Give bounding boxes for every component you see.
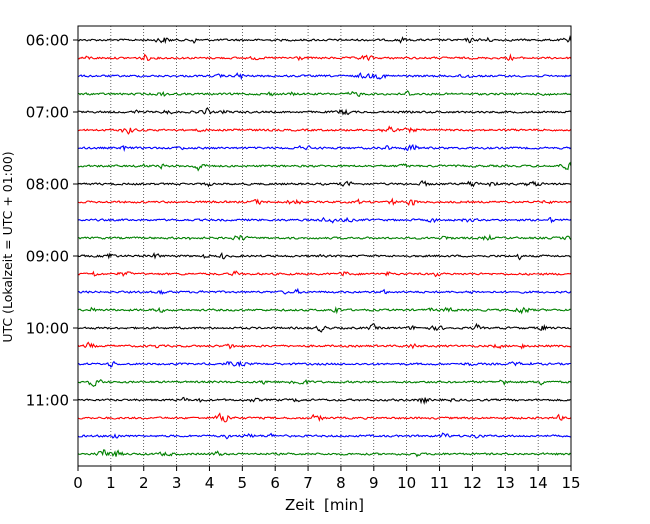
seismic-trace <box>77 305 572 315</box>
seismic-trace <box>77 287 572 296</box>
seismic-trace <box>77 378 572 387</box>
plot-frame <box>77 25 572 467</box>
seismic-trace <box>77 360 571 368</box>
x-tick-label: 5 <box>238 474 248 492</box>
x-tick-label: 11 <box>430 474 449 492</box>
y-tick-label: 10:00 <box>26 320 69 338</box>
x-tick-label: 12 <box>463 474 482 492</box>
seismic-trace <box>77 197 572 206</box>
seismic-trace <box>77 179 572 188</box>
seismic-trace <box>77 449 572 458</box>
y-axis-label: UTC (Lokalzeit = UTC + 01:00) <box>0 151 15 342</box>
y-tick-label: 07:00 <box>26 104 69 122</box>
x-tick-label: 13 <box>496 474 515 492</box>
seismic-trace <box>77 270 572 278</box>
x-tick-label: 14 <box>529 474 548 492</box>
seismic-trace <box>77 322 572 333</box>
seismic-trace <box>77 107 572 116</box>
seismic-trace <box>77 125 572 135</box>
x-tick-label: 6 <box>270 474 280 492</box>
x-axis-label: Zeit [min] <box>285 496 364 514</box>
x-tick-label: 8 <box>336 474 346 492</box>
y-tick-label: 08:00 <box>26 176 69 194</box>
y-tick-label: 11:00 <box>26 392 69 410</box>
seismic-trace <box>77 161 572 172</box>
y-tick-label: 06:00 <box>26 32 69 50</box>
x-tick-label: 3 <box>172 474 182 492</box>
x-axis: 0 1 2 3 4 5 6 7 8 9 10 11 12 13 14 15 <box>73 466 581 492</box>
seismic-trace <box>77 34 572 45</box>
seismic-trace <box>77 216 572 224</box>
seismic-trace <box>77 72 572 81</box>
y-axis: 06:00 07:00 08:00 09:00 10:00 11:00 <box>26 32 78 410</box>
x-tick-label: 2 <box>139 474 149 492</box>
x-tick-label: 1 <box>106 474 116 492</box>
seismic-trace <box>77 53 572 62</box>
x-tick-label: 15 <box>561 474 580 492</box>
seismic-trace <box>77 341 572 350</box>
x-tick-label: 4 <box>205 474 215 492</box>
seismic-trace <box>77 432 572 440</box>
x-tick-label: 9 <box>369 474 379 492</box>
seismic-trace <box>77 233 572 241</box>
x-tick-label: 7 <box>303 474 313 492</box>
x-tick-label: 10 <box>397 474 416 492</box>
seismic-trace <box>77 90 572 97</box>
seismic-trace <box>77 396 572 406</box>
x-tick-label: 0 <box>73 474 83 492</box>
y-tick-label: 09:00 <box>26 248 69 266</box>
seismic-trace <box>77 143 572 153</box>
seismic-traces <box>77 34 572 458</box>
seismic-trace <box>77 251 572 261</box>
seismic-trace <box>77 412 572 423</box>
